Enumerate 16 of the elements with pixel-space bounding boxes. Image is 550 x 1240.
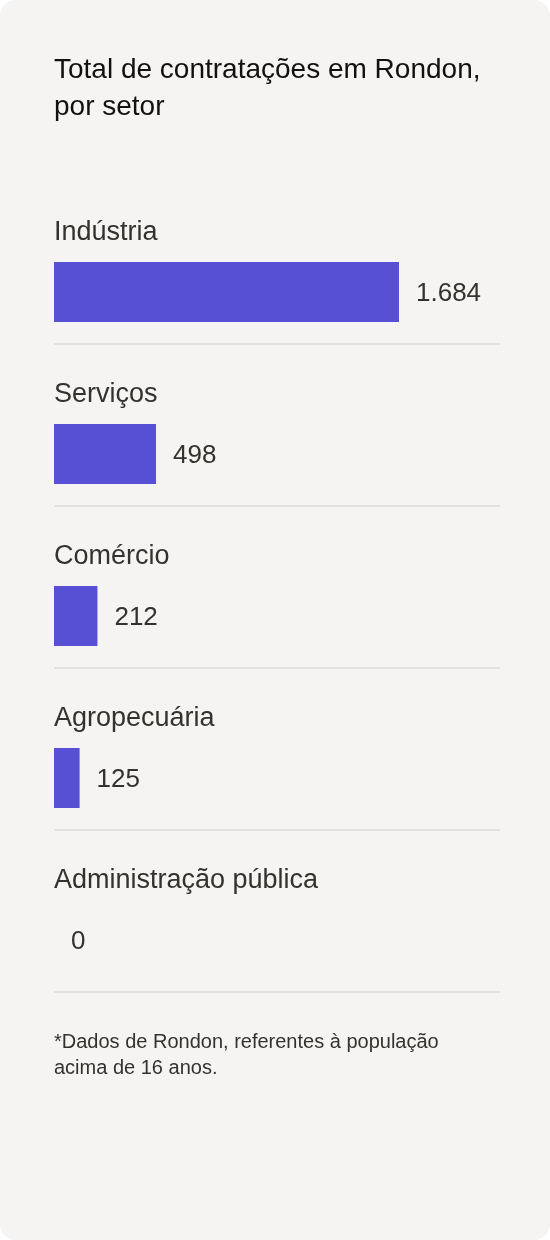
bar: [54, 262, 399, 322]
data-label: 125: [96, 763, 140, 793]
bar: [54, 586, 98, 646]
text: *Dados de Rondon, referentes à população acima de 16 anos.: [54, 1030, 439, 1078]
data-label: 1.684: [416, 277, 482, 307]
y-tick-label: Comércio: [54, 540, 170, 570]
data-label: 212: [114, 601, 158, 631]
chart-title: Total de contratações em Rondon, por setor: [54, 53, 481, 121]
bar: [54, 424, 157, 484]
data-label: 0: [71, 925, 86, 955]
y-tick-label: Administração pública: [54, 864, 320, 894]
y-tick-label: Agropecuária: [54, 702, 216, 732]
y-tick-label: Indústria: [54, 216, 159, 246]
data-label: 498: [173, 439, 217, 469]
y-tick-label: Serviços: [54, 378, 158, 408]
bar: [54, 748, 80, 808]
